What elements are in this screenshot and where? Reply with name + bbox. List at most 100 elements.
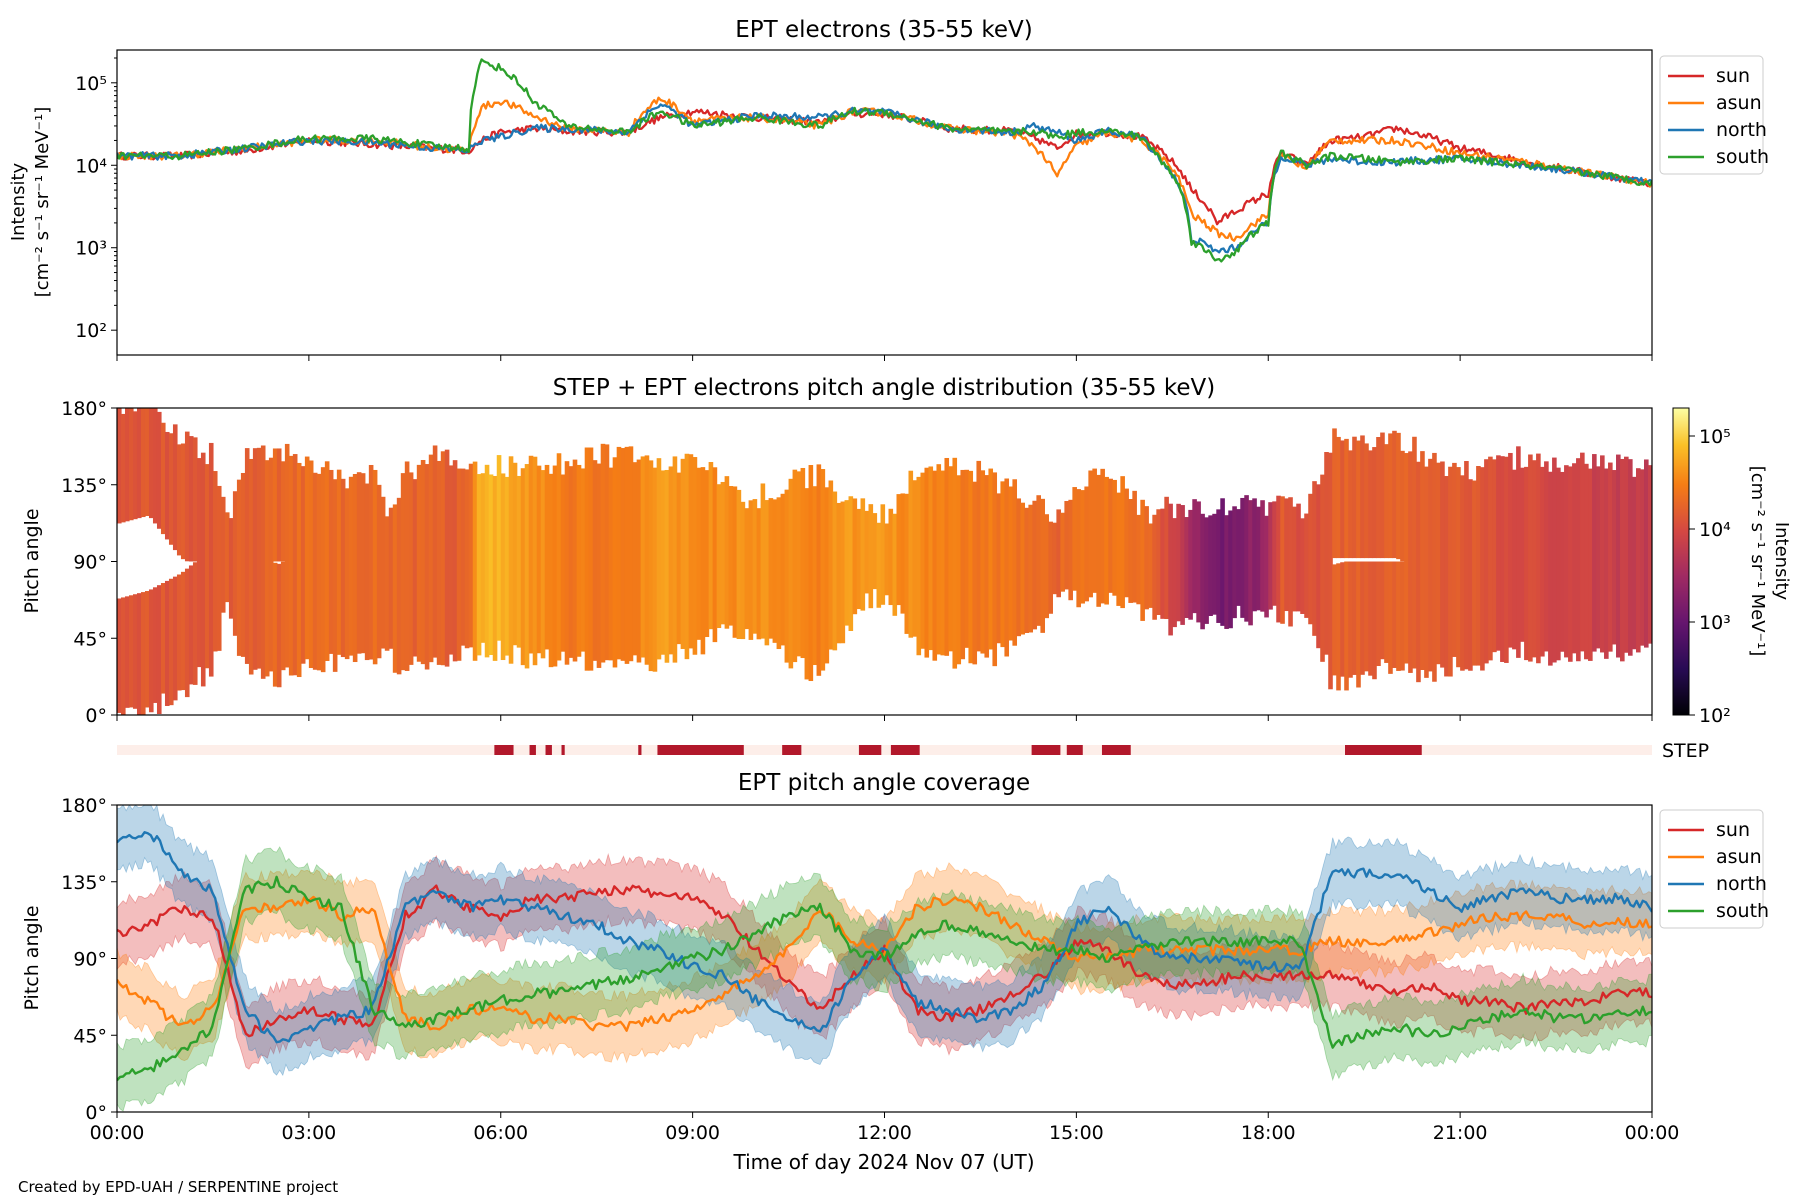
pad-cell (552, 465, 558, 562)
pad-cell (1388, 433, 1393, 559)
pad-cell (636, 561, 642, 663)
colorbar-label-line1: Intensity (1771, 522, 1792, 601)
pad-cell (204, 561, 210, 669)
pad-cell (336, 469, 342, 562)
pad-heatmap (117, 408, 1652, 715)
pad-cell (460, 561, 466, 646)
pad-cell (576, 561, 582, 657)
pad-cell (840, 501, 846, 644)
pad-cell (1024, 507, 1030, 633)
pad-cell (700, 467, 706, 655)
pad-cell (216, 485, 222, 651)
pad-cell (1344, 561, 1349, 691)
pad-cell (280, 461, 286, 562)
pad-cell (1432, 452, 1437, 562)
pad-cell (1120, 476, 1125, 609)
pad-cell (1396, 432, 1401, 560)
pad-cell (672, 561, 678, 663)
pad-cell (484, 561, 490, 658)
pad-cell (1504, 456, 1509, 562)
pad-cell (864, 510, 870, 594)
pad-cell (360, 561, 366, 654)
pad-cell (1596, 466, 1601, 562)
pad-cell (512, 462, 518, 562)
pad-cell (692, 457, 698, 562)
y-tick-label: 10⁴ (75, 155, 107, 177)
pad-cell (860, 498, 866, 611)
coverage-band-north (117, 805, 1652, 1077)
pad-cell (892, 513, 898, 616)
pad-cell (1432, 561, 1437, 682)
pad-cell (496, 455, 502, 562)
pad-cell (1456, 561, 1461, 668)
pad-cell (920, 472, 926, 562)
pad-cell (1384, 561, 1389, 663)
pad-cell (256, 447, 262, 562)
pad-cell (496, 561, 502, 641)
pad-cell (936, 561, 942, 655)
pad-cell (768, 498, 774, 639)
pad-cell (1380, 561, 1385, 660)
pad-cell (1620, 561, 1625, 662)
pad-cell (752, 499, 758, 634)
pad-cell (1072, 487, 1077, 591)
pad-cell (820, 469, 826, 562)
pad-cell (1576, 561, 1581, 662)
pad-cell (1520, 561, 1525, 642)
pad-cell (228, 518, 234, 619)
y-tick-label: 90° (73, 949, 107, 971)
pad-cell (1480, 467, 1485, 562)
pad-cell (1524, 561, 1529, 661)
pad-cell (292, 454, 298, 562)
pad-cell (436, 460, 442, 562)
pad-cell (148, 408, 154, 519)
coverage-band-south (117, 846, 1652, 1112)
coverage-ylabel: Pitch angle (21, 905, 43, 1010)
pad-cell (988, 561, 994, 650)
pad-cell (964, 469, 970, 562)
pad-cell (1540, 561, 1545, 657)
pad-cell (232, 491, 238, 636)
pad-cell (568, 561, 574, 658)
pad-cell (124, 408, 130, 522)
step-interval (1031, 745, 1061, 755)
coverage-panel: EPT pitch angle coverage 0° 45° 90° 135° 180… (21, 770, 1769, 1144)
pad-cell (264, 561, 270, 677)
pad-cell (624, 446, 630, 562)
pad-cell (1056, 509, 1061, 598)
pad-cell (1576, 458, 1581, 562)
pad-cell (868, 504, 874, 609)
pad-cell (308, 460, 314, 562)
pad-cell (976, 460, 982, 562)
pad-cell (1328, 452, 1333, 562)
pad-cell (1060, 512, 1065, 592)
pad-cell (1204, 517, 1209, 624)
pad-cell (468, 561, 474, 648)
intensity-y-ticks: 10² 10³ 10⁴ 10⁵ (75, 57, 117, 342)
pad-cell (1240, 497, 1245, 618)
pad-cell (1324, 452, 1329, 562)
pad-cell (492, 475, 498, 562)
pad-cell (524, 464, 530, 562)
pad-cell (1528, 561, 1533, 662)
pad-cell (484, 464, 490, 562)
pad-cell (664, 561, 670, 663)
pad-cell (1508, 561, 1513, 648)
pad-cell (332, 561, 338, 672)
pad-cell (556, 561, 562, 661)
pad-cell (464, 469, 470, 562)
pad-cell (688, 561, 694, 649)
pad-cell (1536, 453, 1541, 562)
pad-cell (632, 561, 638, 656)
pad-cell (832, 491, 838, 651)
pad-cell (1140, 499, 1145, 621)
pad-cell (1392, 561, 1397, 668)
y-tick-label: 90° (73, 552, 107, 574)
pad-cell (420, 561, 426, 665)
pad-cell (1344, 438, 1349, 559)
pad-cell (520, 468, 526, 562)
pad-cell (524, 561, 530, 669)
pad-cell (652, 467, 658, 562)
pad-cell (392, 504, 398, 673)
pad-cell (412, 561, 418, 657)
